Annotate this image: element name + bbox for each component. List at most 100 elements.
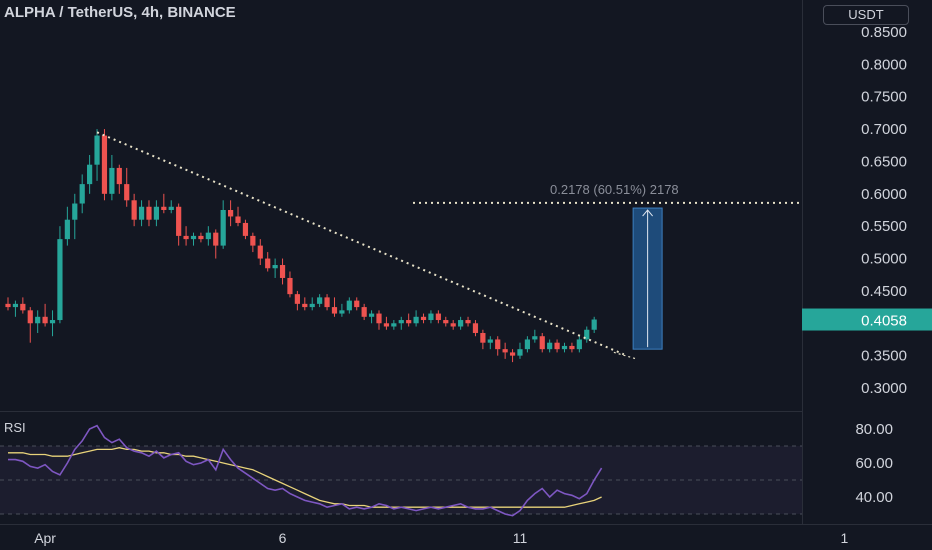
price-tick-label: 0.7000 [861, 121, 907, 138]
candle-body [302, 303, 308, 308]
rsi-line [8, 424, 603, 517]
candle-body [324, 297, 330, 308]
price-tick-label: 0.5000 [861, 251, 907, 268]
candle-body [398, 320, 404, 324]
candle-body [443, 320, 449, 324]
candle-body [198, 235, 204, 240]
rsi-tick-label: 40.00 [855, 489, 893, 506]
candle-body [554, 342, 560, 350]
candle-body [153, 206, 159, 220]
candle-body [109, 167, 115, 194]
trendline [96, 131, 625, 356]
candle-body [346, 300, 352, 311]
candle-body [472, 323, 479, 333]
candle-body [480, 332, 486, 343]
candle-body [383, 323, 390, 327]
rsi-tick-label: 80.00 [855, 421, 893, 438]
candle-body [428, 313, 434, 321]
candle-body [569, 345, 575, 350]
candle-body [465, 320, 471, 324]
last-price-tag [802, 308, 932, 331]
measure-label: 0.2178 (60.51%) 2178 [550, 182, 679, 197]
candle-body [20, 303, 26, 311]
currency-button[interactable]: USDT [823, 5, 909, 25]
last-price-label: 0.4058 [861, 313, 907, 330]
candle-body [168, 206, 174, 210]
time-tick-label: 6 [279, 530, 287, 546]
candle-body [435, 313, 441, 321]
candle-body [584, 329, 590, 340]
candle-body [161, 206, 167, 210]
candle-body [309, 303, 315, 308]
candle-body [591, 319, 597, 330]
candle-body [532, 336, 538, 340]
time-tick-label: 11 [513, 530, 528, 546]
axes: 0.8500 0.8000 0.7500 0.7000 0.6500 0.6000 0.55… [34, 24, 932, 546]
candle-body [131, 200, 137, 220]
chart-title: ALPHA / TetherUS, 4h, BINANCE [4, 4, 236, 21]
candle-body [509, 352, 516, 356]
candle-body [576, 339, 582, 350]
candle-body [205, 232, 211, 240]
price-tick-label: 0.5500 [861, 218, 907, 235]
candle-body [146, 206, 152, 220]
candle-body [539, 336, 545, 350]
candle-body [257, 245, 263, 259]
candle-body [57, 239, 63, 321]
candle-body [101, 135, 108, 194]
candle-body [294, 294, 300, 304]
candle-body [561, 345, 568, 350]
candle-body [176, 206, 182, 236]
candle-body [35, 316, 41, 324]
rsi-title: RSI [4, 420, 26, 435]
price-tick-label: 0.3500 [861, 348, 907, 365]
candle-body [339, 310, 345, 314]
candle-body [220, 210, 226, 246]
candle-body [331, 307, 338, 314]
candle-body [376, 313, 382, 324]
candle-body [242, 222, 249, 236]
price-tick-label: 0.3000 [861, 380, 907, 397]
candle-body [183, 235, 189, 240]
candle-body [406, 320, 412, 324]
drawing-overlays: 0.2178 (60.51%) 2178 [96, 131, 802, 360]
candle-body [391, 323, 397, 327]
price-tick-label: 0.6000 [861, 186, 907, 203]
rsi-panel: RSI [0, 420, 802, 517]
candle-body [235, 216, 241, 223]
candle-body [265, 258, 271, 269]
price-tick-label: 0.6500 [861, 153, 907, 170]
candle-body [458, 320, 464, 327]
price-tick-label: 0.7500 [861, 89, 907, 106]
candle-body [124, 184, 130, 201]
candle-body [49, 320, 56, 324]
trendline-tail [613, 351, 639, 360]
candle-body [213, 232, 219, 246]
candle-body [450, 323, 456, 327]
candle-body [517, 349, 523, 356]
candle-body [287, 277, 293, 295]
candle-body [317, 297, 323, 304]
candle-body [250, 235, 256, 246]
candle-body [116, 167, 122, 185]
candle-series [5, 129, 597, 363]
candle-body [495, 339, 501, 350]
candle-body [279, 265, 286, 278]
time-tick-label: Apr [34, 530, 56, 546]
rsi-tick-label: 60.00 [855, 455, 893, 472]
candle-body [487, 339, 493, 343]
candle-body [12, 303, 19, 308]
chart-panels [0, 0, 932, 525]
candle-body [42, 316, 48, 324]
candle-body [361, 307, 367, 317]
candle-body [72, 203, 78, 220]
price-tick-label: 0.4500 [861, 283, 907, 300]
price-tick-label: 0.8500 [861, 24, 907, 41]
candle-body [354, 300, 360, 308]
candle-body [94, 135, 100, 165]
candle-body [228, 210, 234, 217]
candle-body [190, 235, 197, 240]
candle-body [413, 316, 419, 324]
candle-body [420, 316, 427, 321]
